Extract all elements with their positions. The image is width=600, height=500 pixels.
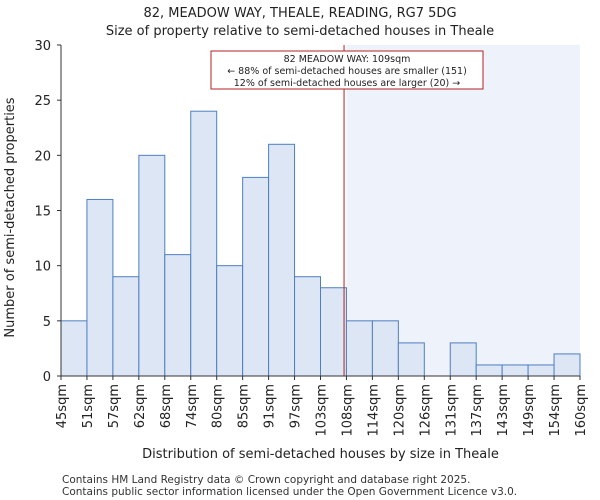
x-tick-label: 57sqm <box>107 384 122 428</box>
bar-103sqm <box>320 287 347 377</box>
x-tick-label: 85sqm <box>237 384 252 428</box>
y-axis-label: Number of semi-detached properties <box>3 97 18 337</box>
bar-137sqm <box>475 364 503 377</box>
y-tick-label: 20 <box>34 149 51 164</box>
annotation-line-1: 82 MEADOW WAY: 109sqm <box>284 54 411 65</box>
x-tick-label: 51sqm <box>81 384 96 428</box>
y-tick-label: 25 <box>34 94 51 109</box>
x-tick-label: 160sqm <box>574 384 589 437</box>
annotation-box <box>210 50 484 90</box>
x-tick-label: 80sqm <box>211 384 226 428</box>
bar-120sqm <box>397 342 425 377</box>
bar-154sqm <box>553 353 581 377</box>
x-tick-label: 62sqm <box>133 384 148 428</box>
bar-80sqm <box>216 265 244 377</box>
y-tick-label: 10 <box>34 260 51 275</box>
bar-143sqm <box>501 364 529 377</box>
x-tick-label: 114sqm <box>366 384 381 437</box>
x-tick-label: 126sqm <box>418 384 433 437</box>
bar-68sqm <box>164 254 192 377</box>
x-tick-label: 97sqm <box>289 384 304 428</box>
x-tick-label: 143sqm <box>496 384 511 437</box>
x-tick-label: 149sqm <box>522 384 537 437</box>
x-tick-label: 108sqm <box>340 384 355 437</box>
bar-108sqm <box>345 320 373 377</box>
x-tick-label: 137sqm <box>470 384 485 437</box>
chart-subtitle: Size of property relative to semi-detach… <box>105 24 495 39</box>
y-tick-label: 0 <box>43 370 51 385</box>
x-tick-label: 103sqm <box>315 384 330 437</box>
x-tick-label: 91sqm <box>263 384 278 428</box>
bar-74sqm <box>190 110 218 377</box>
x-tick-label: 131sqm <box>444 384 459 437</box>
annotation-line-3: 12% of semi-detached houses are larger (… <box>234 78 461 89</box>
bar-149sqm <box>527 364 555 377</box>
bar-62sqm <box>138 154 166 377</box>
x-tick-label: 74sqm <box>185 384 200 428</box>
annotation-line-2: ← 88% of semi-detached houses are smalle… <box>227 66 467 77</box>
bar-45sqm <box>60 320 88 377</box>
bar-51sqm <box>86 198 114 377</box>
chart-title: 82, MEADOW WAY, THEALE, READING, RG7 5DG <box>143 6 457 21</box>
x-tick-label: 45sqm <box>55 384 70 428</box>
bar-114sqm <box>371 320 399 377</box>
y-tick-label: 15 <box>34 205 51 220</box>
bar-97sqm <box>294 276 321 377</box>
x-axis-label: Distribution of semi-detached houses by … <box>142 447 499 462</box>
bar-85sqm <box>242 176 270 377</box>
footer-licence: Contains public sector information licen… <box>62 486 518 498</box>
x-tick-label: 154sqm <box>548 384 563 437</box>
bar-57sqm <box>112 276 140 377</box>
x-tick-label: 68sqm <box>159 384 174 428</box>
x-tick-label: 120sqm <box>392 384 407 437</box>
y-tick-label: 5 <box>43 315 51 330</box>
y-tick-label: 30 <box>34 39 51 54</box>
bar-131sqm <box>449 342 477 377</box>
bar-91sqm <box>268 143 296 377</box>
footer-copyright: Contains HM Land Registry data © Crown c… <box>62 474 471 486</box>
